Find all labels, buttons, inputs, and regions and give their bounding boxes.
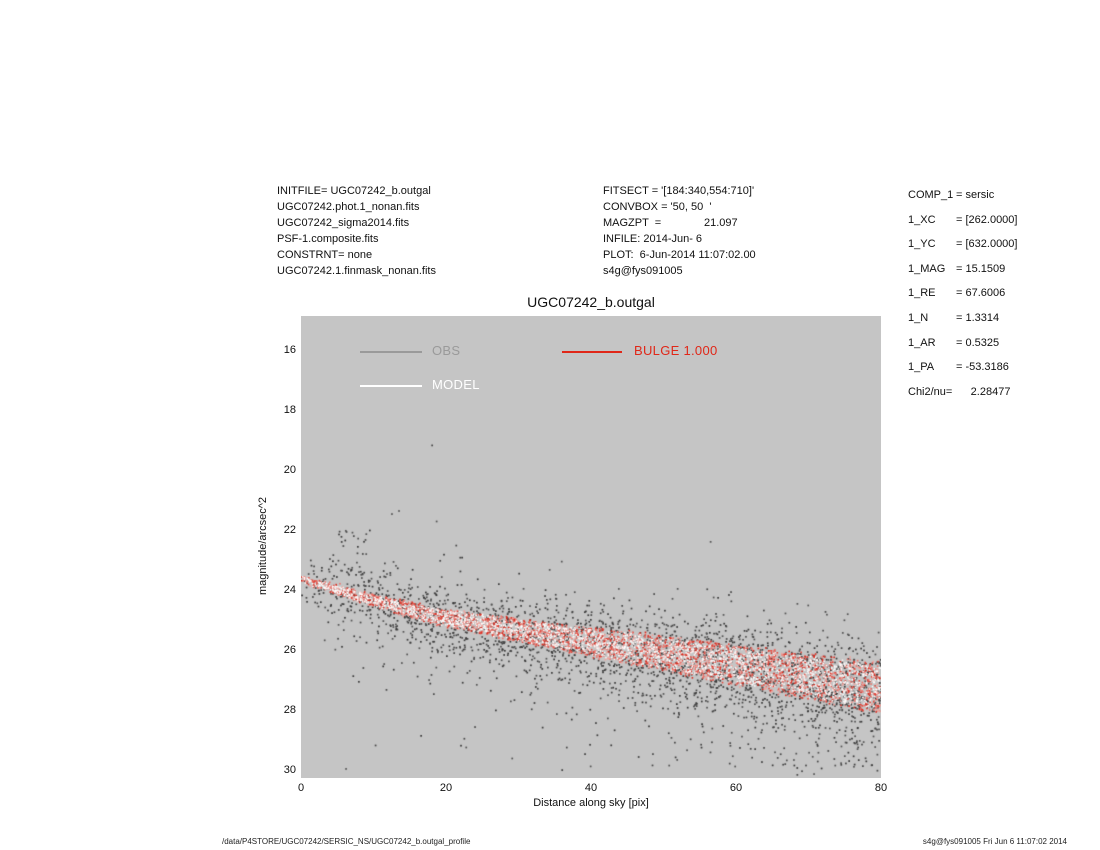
fit-parameter-rows: COMP_1 = sersic 1_XC = [262.0000] 1_YC = [632…	[908, 190, 1017, 373]
x-tick-label: 20	[439, 782, 453, 794]
info-line: PSF-1.composite.fits	[277, 233, 379, 245]
legend-model-label: MODEL	[432, 377, 480, 392]
x-tick-label: 40	[584, 782, 598, 794]
legend-obs-line	[360, 351, 422, 353]
param-value: = [632.0000]	[956, 238, 1018, 251]
param-value: = -53.3186	[956, 361, 1009, 374]
info-line: CONSTRNT= none	[277, 249, 373, 261]
legend-model-line	[360, 385, 422, 387]
y-tick-label: 22	[283, 524, 296, 537]
fit-parameters-block: COMP_1 = sersic 1_XC = [262.0000] 1_YC = [632…	[908, 190, 1017, 398]
info-line: MAGZPT = 21.097	[603, 217, 738, 229]
y-tick-label: 28	[283, 704, 296, 717]
param-value: = sersic	[956, 189, 995, 201]
info-line: INITFILE= UGC07242_b.outgal	[277, 185, 431, 197]
y-tick-label: 24	[283, 584, 296, 597]
legend-obs-label: OBS	[432, 343, 461, 358]
legend-bulge-line	[562, 351, 622, 353]
param-name: COMP_1	[908, 189, 954, 201]
param-name: 1_PA	[908, 361, 935, 374]
x-axis-ticks: 0 20 40 60 80	[297, 782, 887, 796]
y-tick-label: 20	[283, 463, 296, 476]
x-tick-label: 60	[729, 782, 743, 794]
fit-parameter-row: 1_PA = -53.3186	[908, 362, 1017, 373]
y-axis-ticks: 16 18 20 22 24 26 28 30	[258, 316, 296, 778]
param-value: = 67.6006	[956, 287, 1006, 300]
info-line: UGC07242.1.finmask_nonan.fits	[277, 265, 436, 277]
param-value: = [262.0000]	[956, 213, 1018, 226]
y-tick-label: 16	[283, 343, 296, 356]
legend-bulge-label: BULGE 1.000	[634, 343, 718, 358]
chi2-value: Chi2/nu= 2.28477	[908, 385, 1011, 398]
param-value: = 0.5325	[956, 336, 1000, 349]
plot-area: OBS MODEL BULGE 1.000	[301, 316, 881, 778]
output-path-footer: /data/P4STORE/UGC07242/SERSIC_NS/UGC0724…	[222, 837, 471, 846]
param-value: = 1.3314	[956, 311, 1000, 324]
timestamp-footer: s4g@fys091005 Fri Jun 6 11:07:02 2014	[922, 837, 1067, 846]
fit-parameter-row: 1_MAG = 15.1509	[908, 262, 1017, 275]
info-line: s4g@fys091005	[603, 265, 683, 277]
y-axis-label: magnitude/arcsec^2	[257, 496, 269, 596]
info-line: UGC07242.phot.1_nonan.fits	[277, 201, 420, 213]
fit-parameter-row: 1_XC = [262.0000]	[908, 213, 1018, 226]
param-name: 1_RE	[908, 287, 936, 300]
info-line: UGC07242_sigma2014.fits	[277, 217, 410, 229]
param-name: 1_XC	[908, 213, 936, 226]
param-name: 1_N	[908, 311, 929, 324]
param-name: 1_YC	[908, 238, 936, 251]
scatter-canvas	[301, 316, 881, 778]
x-tick-label: 0	[297, 782, 305, 794]
y-tick-label: 26	[283, 644, 296, 657]
fit-settings-block: FITSECT = '[184:340,554:710]' CONVBOX = '…	[603, 183, 756, 279]
y-tick-label: 18	[283, 403, 296, 416]
info-line: INFILE: 2014-Jun- 6	[603, 233, 703, 245]
x-tick-label: 80	[874, 782, 888, 794]
plot-title: UGC07242_b.outgal	[527, 294, 655, 310]
fit-parameter-row: COMP_1 = sersic	[908, 190, 1017, 201]
param-value: = 15.1509	[956, 262, 1006, 275]
x-axis-label: Distance along sky [pix]	[533, 797, 649, 809]
param-name: 1_MAG	[908, 262, 946, 275]
info-line: PLOT: 6-Jun-2014 11:07:02.00	[603, 249, 756, 261]
fit-parameter-row: 1_YC = [632.0000]	[908, 239, 1017, 250]
fit-parameter-row: 1_AR = 0.5325	[908, 336, 1017, 349]
info-line: CONVBOX = '50, 50 '	[603, 201, 712, 213]
fit-parameter-row: 1_RE = 67.6006	[908, 288, 1017, 299]
param-name: 1_AR	[908, 336, 936, 349]
input-files-block: INITFILE= UGC07242_b.outgal UGC07242.phot…	[277, 183, 436, 279]
y-tick-label: 30	[283, 764, 296, 777]
info-line: FITSECT = '[184:340,554:710]'	[603, 185, 755, 197]
fit-parameter-row: 1_N = 1.3314	[908, 311, 1017, 324]
